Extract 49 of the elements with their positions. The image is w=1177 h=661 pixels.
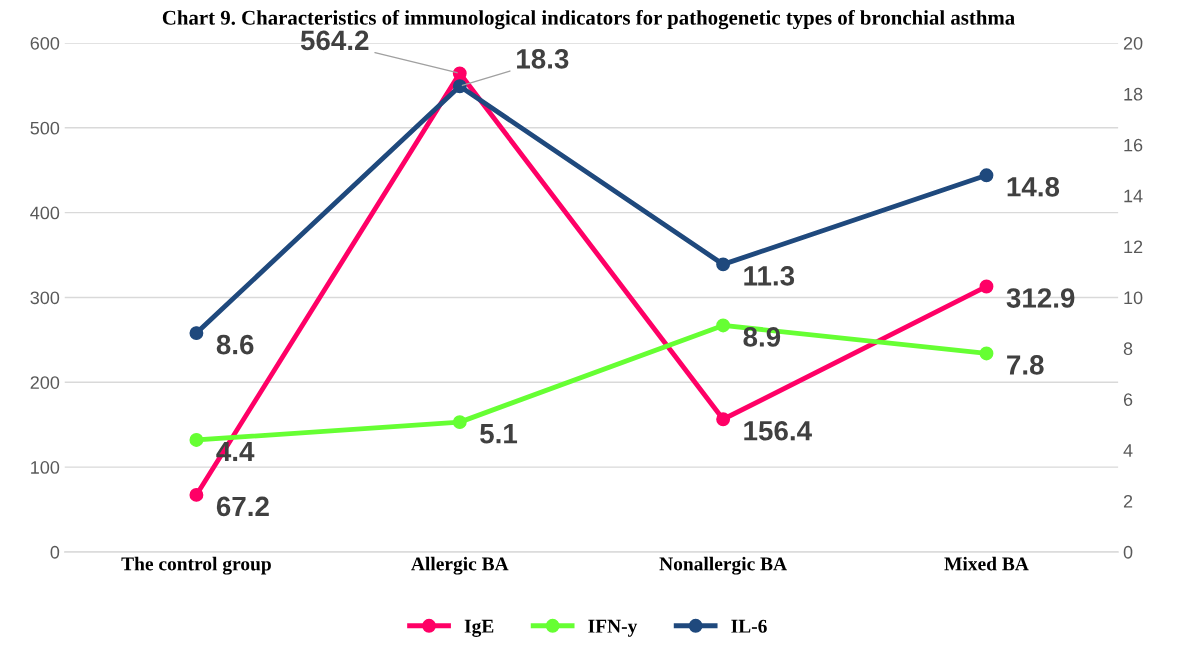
data-label: 67.2 xyxy=(216,496,269,517)
point xyxy=(452,415,467,430)
y-tick-label: 500 xyxy=(30,121,60,135)
y2-tick-label: 20 xyxy=(1123,36,1143,50)
y2-tick-label: 10 xyxy=(1124,291,1143,305)
point xyxy=(716,257,731,272)
point xyxy=(716,318,731,333)
y-tick-label: 100 xyxy=(31,461,60,474)
point xyxy=(189,433,204,447)
point xyxy=(979,168,994,183)
point xyxy=(452,79,467,94)
y2-tick-label: 8 xyxy=(1123,342,1133,356)
point xyxy=(452,66,467,81)
x-tick-label: Allergic BA xyxy=(411,556,509,575)
y2-tick-label: 18 xyxy=(1124,87,1143,101)
y2-tick-label: 14 xyxy=(1124,189,1143,203)
data-label: 156.4 xyxy=(744,420,812,441)
y2-tick-label: 2 xyxy=(1123,494,1133,508)
y-tick-label: 400 xyxy=(30,206,60,220)
legend-label: IL-6 xyxy=(731,619,767,633)
point xyxy=(189,487,204,502)
y-tick-label: 0 xyxy=(50,545,60,559)
y-tick-label: 200 xyxy=(30,376,60,389)
point xyxy=(979,346,994,361)
y2-tick-label: 6 xyxy=(1123,393,1133,406)
x-tick-label: Mixed BA xyxy=(944,556,1029,571)
legend-label: IgE xyxy=(464,619,494,637)
point xyxy=(979,279,994,294)
x-tick-label: The control group xyxy=(121,556,271,575)
y2-tick-label: 16 xyxy=(1124,138,1143,152)
data-label: 11.3 xyxy=(744,266,795,286)
data-label: 5.1 xyxy=(480,424,518,444)
y-tick-label: 300 xyxy=(30,291,60,305)
x-tick-label: Nonallergic BA xyxy=(659,556,787,575)
data-label: 14.8 xyxy=(1007,176,1060,197)
data-label: 564.2 xyxy=(300,30,369,51)
data-label: 18.3 xyxy=(517,49,569,69)
point xyxy=(189,326,204,341)
legend-label: IFN-y xyxy=(588,619,638,637)
chart-title: Chart 9. Characteristics of immunological indicators for pathogenetic types of bronchial asthma xyxy=(162,9,1015,30)
point xyxy=(716,412,731,427)
y2-tick-label: 0 xyxy=(1123,545,1133,559)
data-label: 8.9 xyxy=(743,327,781,347)
y2-tick-label: 12 xyxy=(1124,240,1143,254)
data-label: 312.9 xyxy=(1006,288,1075,308)
data-label: 7.8 xyxy=(1007,355,1044,375)
data-label: 8.6 xyxy=(216,334,254,355)
y-tick-label: 600 xyxy=(30,36,60,50)
y2-tick-label: 4 xyxy=(1123,444,1133,457)
